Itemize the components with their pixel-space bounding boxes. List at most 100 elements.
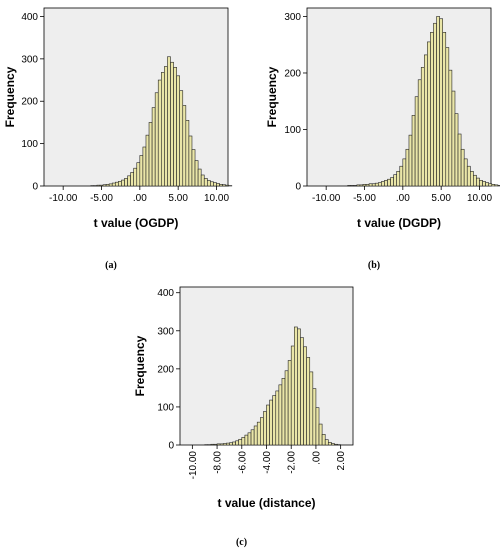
y-axis-title: Frequency — [3, 66, 17, 127]
histogram-bar — [226, 185, 229, 186]
x-tick-label: .00 — [396, 193, 410, 204]
histogram-bar — [483, 181, 486, 186]
histogram-bar — [412, 115, 415, 186]
histogram-bar — [291, 346, 294, 445]
histogram-bar — [149, 122, 152, 186]
x-tick-label: .00 — [311, 451, 322, 465]
histogram-bar — [319, 424, 322, 445]
histogram-bar — [251, 430, 254, 445]
histogram-bar — [310, 372, 313, 445]
panel-label: (b) — [368, 260, 380, 271]
y-tick-label: 100 — [284, 125, 301, 136]
plot-area — [44, 8, 228, 186]
y-tick-label: 0 — [295, 182, 301, 193]
histogram-bar — [100, 185, 103, 186]
histogram-bar — [316, 408, 319, 445]
histogram-bar — [449, 70, 452, 186]
histogram-bar — [270, 400, 273, 445]
histogram-bar — [214, 444, 217, 445]
x-tick-label: 10.00 — [467, 193, 492, 204]
histogram-bar — [378, 183, 381, 186]
histogram-bar — [464, 159, 467, 186]
histogram-bar — [480, 180, 483, 186]
y-tick-label: 200 — [157, 364, 174, 375]
histogram-bar — [360, 185, 363, 186]
histogram-bar — [366, 184, 369, 186]
histogram-bar — [455, 114, 458, 186]
histogram-bar — [140, 155, 143, 186]
histogram-bar — [97, 185, 100, 186]
histogram-bar — [470, 171, 473, 186]
histogram-bar — [473, 175, 476, 186]
histogram-bar — [285, 371, 288, 445]
y-axis-title: Frequency — [133, 335, 147, 396]
histogram-bar — [322, 434, 325, 445]
histogram-bar — [279, 385, 282, 445]
y-tick-label: 400 — [21, 12, 38, 23]
histogram-bar — [195, 161, 198, 186]
histogram-bar — [118, 181, 121, 186]
histogram-bar — [254, 426, 257, 445]
histogram-bar — [467, 166, 470, 186]
y-tick-label: 0 — [32, 182, 38, 193]
histogram-bar — [134, 168, 137, 186]
histogram-bar — [143, 147, 146, 186]
histogram-bar — [388, 179, 391, 186]
histogram-bar — [223, 185, 226, 186]
histogram-bar — [174, 67, 177, 186]
histogram-bar — [394, 175, 397, 186]
histogram-bar — [403, 159, 406, 186]
histogram-bar — [369, 184, 372, 186]
histogram-bar — [155, 93, 158, 186]
histogram-bar — [186, 120, 189, 186]
histogram-bar — [217, 183, 220, 186]
histogram-bar — [106, 184, 109, 186]
histogram-bar — [415, 97, 418, 186]
histogram-bar — [409, 135, 412, 186]
histogram-bar — [430, 32, 433, 186]
histogram-bar — [418, 80, 421, 186]
histogram-bar — [372, 184, 375, 186]
x-axis-title: t value (OGDP) — [94, 216, 179, 230]
x-tick-label: -10.00 — [312, 193, 341, 204]
histogram-bar — [226, 443, 229, 445]
histogram-bar — [328, 442, 331, 445]
y-tick-label: 0 — [168, 441, 174, 452]
histogram-bar — [207, 180, 210, 186]
histogram-bar — [121, 180, 124, 186]
histogram-bar — [211, 444, 214, 445]
histogram-bar — [294, 327, 297, 445]
histogram-bar — [276, 391, 279, 445]
y-tick-label: 400 — [157, 288, 174, 299]
histogram-bar — [348, 185, 351, 186]
histogram-bar — [331, 443, 334, 445]
histogram-bar — [421, 67, 424, 186]
histogram-bar — [260, 418, 263, 445]
histogram-bar — [210, 182, 213, 186]
histogram-bar — [112, 183, 115, 186]
histogram-bar — [223, 443, 226, 445]
histogram-bar — [180, 91, 183, 186]
histogram-bar — [125, 178, 128, 186]
histogram-bar — [381, 181, 384, 186]
histogram-bar — [476, 178, 479, 186]
x-tick-label: 5.00 — [431, 193, 451, 204]
histogram-bar — [233, 442, 236, 445]
histogram-bar — [307, 357, 310, 445]
histogram-bar — [152, 108, 155, 186]
histogram-bar — [167, 57, 170, 186]
histogram-bar — [220, 444, 223, 445]
histogram-bar — [351, 185, 354, 186]
histogram-bar — [334, 444, 337, 445]
x-tick-label: 5.00 — [168, 193, 188, 204]
histogram-bar — [452, 91, 455, 186]
x-tick-label: -2.00 — [287, 451, 298, 474]
histogram-bar — [492, 184, 495, 186]
x-tick-label: .00 — [133, 193, 147, 204]
histogram-bar — [198, 169, 201, 186]
x-axis-title: t value (distance) — [217, 496, 315, 510]
